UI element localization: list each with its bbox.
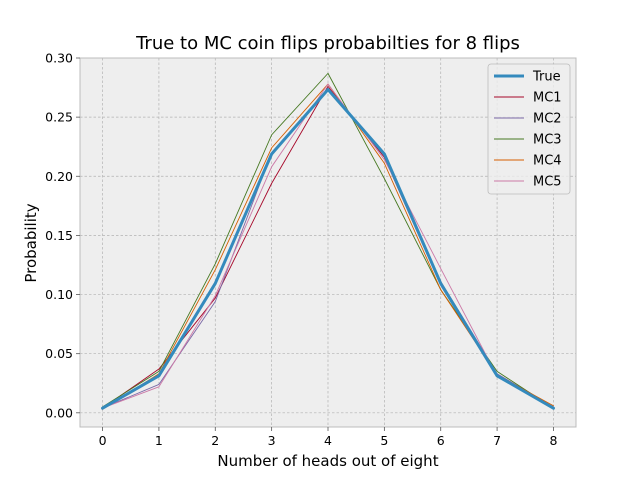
y-tick-label: 0.20 bbox=[45, 169, 73, 184]
y-tick-label: 0.10 bbox=[45, 287, 73, 302]
series-lines bbox=[101, 72, 555, 410]
x-tick-label: 5 bbox=[380, 433, 388, 448]
chart-title: True to MC coin flips probabilties for 8… bbox=[135, 33, 520, 54]
legend-label-mc4: MC4 bbox=[533, 154, 562, 169]
y-tick-label: 0.30 bbox=[45, 51, 73, 66]
y-tick-label: 0.00 bbox=[45, 405, 73, 420]
y-tick-label: 0.15 bbox=[45, 228, 73, 243]
axis-ticks: 0 1 2 3 4 5 6 7 8 0.00 0.05 0.10 0.15 0.20 0.25 0.30 bbox=[45, 51, 557, 449]
legend-label-true: True bbox=[532, 70, 561, 85]
x-tick-label: 7 bbox=[493, 433, 501, 448]
y-tick-label: 0.05 bbox=[45, 346, 73, 361]
x-tick-label: 2 bbox=[211, 433, 219, 448]
series-line-true bbox=[101, 87, 555, 410]
x-tick-label: 0 bbox=[99, 433, 107, 448]
legend-label-mc5: MC5 bbox=[533, 175, 562, 190]
x-tick-label: 8 bbox=[549, 433, 557, 448]
series-line-mc5 bbox=[102, 83, 554, 409]
y-tick-label: 0.25 bbox=[45, 110, 73, 125]
x-tick-label: 6 bbox=[437, 433, 445, 448]
legend: True MC1 MC2 MC3 MC4 MC5 bbox=[487, 63, 571, 195]
x-tick-label: 1 bbox=[155, 433, 163, 448]
x-tick-label: 3 bbox=[268, 433, 276, 448]
legend-label-mc3: MC3 bbox=[533, 133, 562, 148]
legend-label-mc1: MC1 bbox=[533, 91, 562, 106]
x-axis-label: Number of heads out of eight bbox=[217, 452, 438, 470]
legend-label-mc2: MC2 bbox=[533, 112, 562, 127]
x-tick-label: 4 bbox=[324, 433, 332, 448]
y-axis-label: Probability bbox=[22, 203, 40, 282]
